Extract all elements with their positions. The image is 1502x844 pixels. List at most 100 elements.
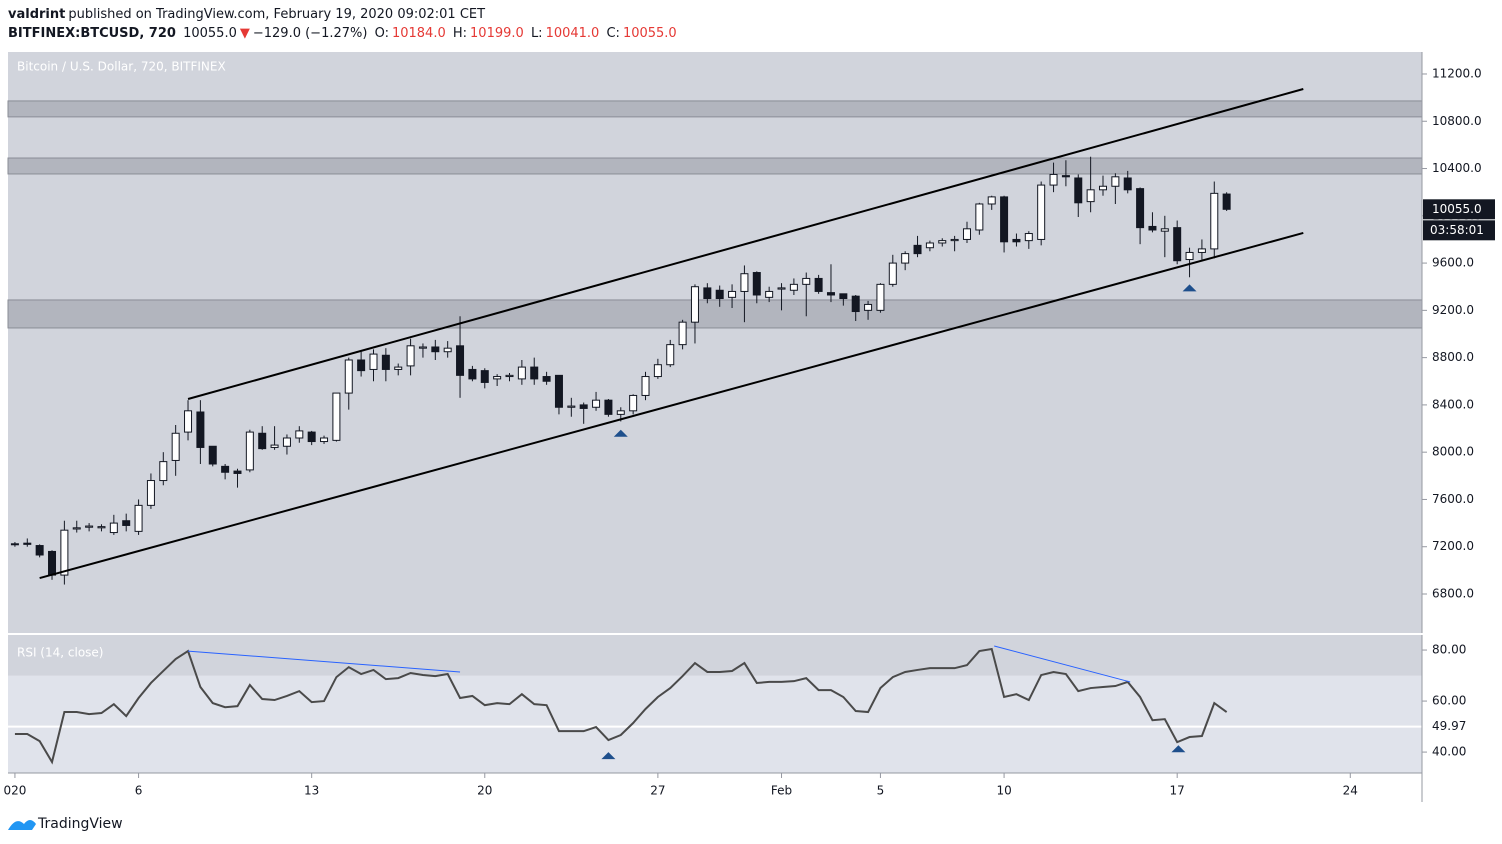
y-tick-label: 8800.0 — [1432, 350, 1474, 364]
y-tick-label: 8000.0 — [1432, 445, 1474, 459]
candle-body — [1111, 176, 1120, 187]
candle-body — [196, 411, 205, 448]
close: 10055.0 — [622, 26, 677, 41]
candle-body — [1037, 184, 1046, 240]
candle-body — [468, 368, 477, 380]
candle-body — [802, 277, 811, 285]
current-label: 49.97 — [1432, 719, 1466, 733]
countdown-box — [1423, 220, 1495, 241]
candle-body — [282, 437, 291, 447]
candle-body — [839, 293, 848, 300]
marker — [601, 752, 616, 760]
marker — [1182, 284, 1197, 292]
header: valdrint published on TradingView.com, Fe… — [8, 5, 680, 43]
publish-line: valdrint published on TradingView.com, Fe… — [8, 5, 680, 24]
arrow: ▼ — [239, 26, 250, 41]
candle-body — [320, 437, 329, 443]
candle-body — [332, 392, 341, 441]
candle-body — [418, 346, 427, 349]
marker — [613, 429, 628, 437]
open: 10184.0 — [391, 26, 446, 41]
logo: TradingView — [8, 816, 123, 832]
published: published on TradingView.com, February 1… — [68, 7, 486, 22]
rsi-band — [8, 675, 1422, 773]
candle-body — [975, 203, 984, 231]
candle-body — [109, 522, 118, 534]
candle-body — [962, 228, 971, 240]
candle-body — [171, 432, 180, 461]
candle-body — [10, 543, 19, 546]
candle-body — [72, 527, 81, 530]
candle-body — [381, 354, 390, 370]
candle-body — [888, 262, 897, 285]
candle-body — [48, 550, 57, 576]
candle-body — [604, 399, 613, 415]
countdown: 03:58:01 — [1430, 223, 1484, 237]
candle-body — [184, 410, 193, 433]
candle-body — [950, 238, 959, 242]
y-tick-label: 80.00 — [1432, 643, 1466, 657]
candle-body — [1160, 228, 1169, 232]
candle-body — [134, 504, 143, 532]
candle-body — [703, 287, 712, 300]
candle-body — [369, 353, 378, 370]
quote-line: BITFINEX:BTCUSD, 720 10055.0 ▼ −129.0 (−1.… — [8, 24, 680, 43]
candle-body — [777, 287, 786, 290]
candle-body — [740, 273, 749, 292]
y-tick-label: 6800.0 — [1432, 586, 1474, 600]
candle-body — [1049, 173, 1058, 186]
y-tick-label: 10800.0 — [1432, 114, 1482, 128]
logo-icon — [8, 820, 36, 830]
candle-body — [1197, 248, 1206, 253]
candle-body — [851, 295, 860, 313]
candle-body — [814, 277, 823, 292]
candle-body — [270, 444, 279, 448]
candle-body — [542, 376, 551, 382]
candle-body — [666, 344, 675, 366]
candle-body — [925, 242, 934, 249]
x-tick-label: 6 — [135, 784, 143, 798]
candle-body — [35, 545, 44, 556]
candle-body — [913, 244, 922, 255]
candle-body — [1012, 238, 1021, 243]
candle-body — [592, 399, 601, 408]
candle-body — [406, 345, 415, 367]
y-tick-label: 9600.0 — [1432, 256, 1474, 270]
candle-body — [864, 303, 873, 311]
candle-body — [629, 394, 638, 412]
candle-body — [789, 283, 798, 291]
candle-body — [307, 431, 316, 443]
candle-body — [344, 359, 353, 394]
candle-body — [1024, 233, 1033, 242]
low: 10041.0 — [545, 26, 600, 41]
y-tick-label: 11200.0 — [1432, 66, 1482, 80]
candle-body — [443, 347, 452, 353]
candle-body — [616, 410, 625, 415]
candle-body — [1098, 185, 1107, 191]
candle-body — [493, 376, 502, 380]
candle-body — [579, 404, 588, 409]
y-tick-label: 60.00 — [1432, 694, 1466, 708]
candle-body — [987, 196, 996, 205]
rsi-line — [14, 647, 1228, 765]
plot-layer: Bitcoin / U.S. Dollar, 720, BITFINEX6800… — [3, 60, 1495, 798]
last-price-box — [1423, 199, 1495, 220]
candle-body — [678, 321, 687, 346]
divergence-line — [994, 645, 1131, 683]
candle-body — [122, 520, 131, 526]
x-tick-label: Feb — [771, 784, 792, 798]
marker — [1171, 745, 1186, 753]
l-label: L: — [530, 26, 543, 41]
candle-body — [431, 346, 440, 353]
candle-body — [1210, 192, 1219, 250]
candle-body — [715, 289, 724, 300]
candle-body — [159, 461, 168, 482]
candle-body — [1136, 188, 1145, 229]
divergence-line — [187, 650, 461, 673]
candle-body — [1148, 225, 1157, 231]
y-tick-label: 40.00 — [1432, 745, 1466, 759]
candle-body — [23, 542, 32, 545]
candle-body — [97, 526, 106, 529]
